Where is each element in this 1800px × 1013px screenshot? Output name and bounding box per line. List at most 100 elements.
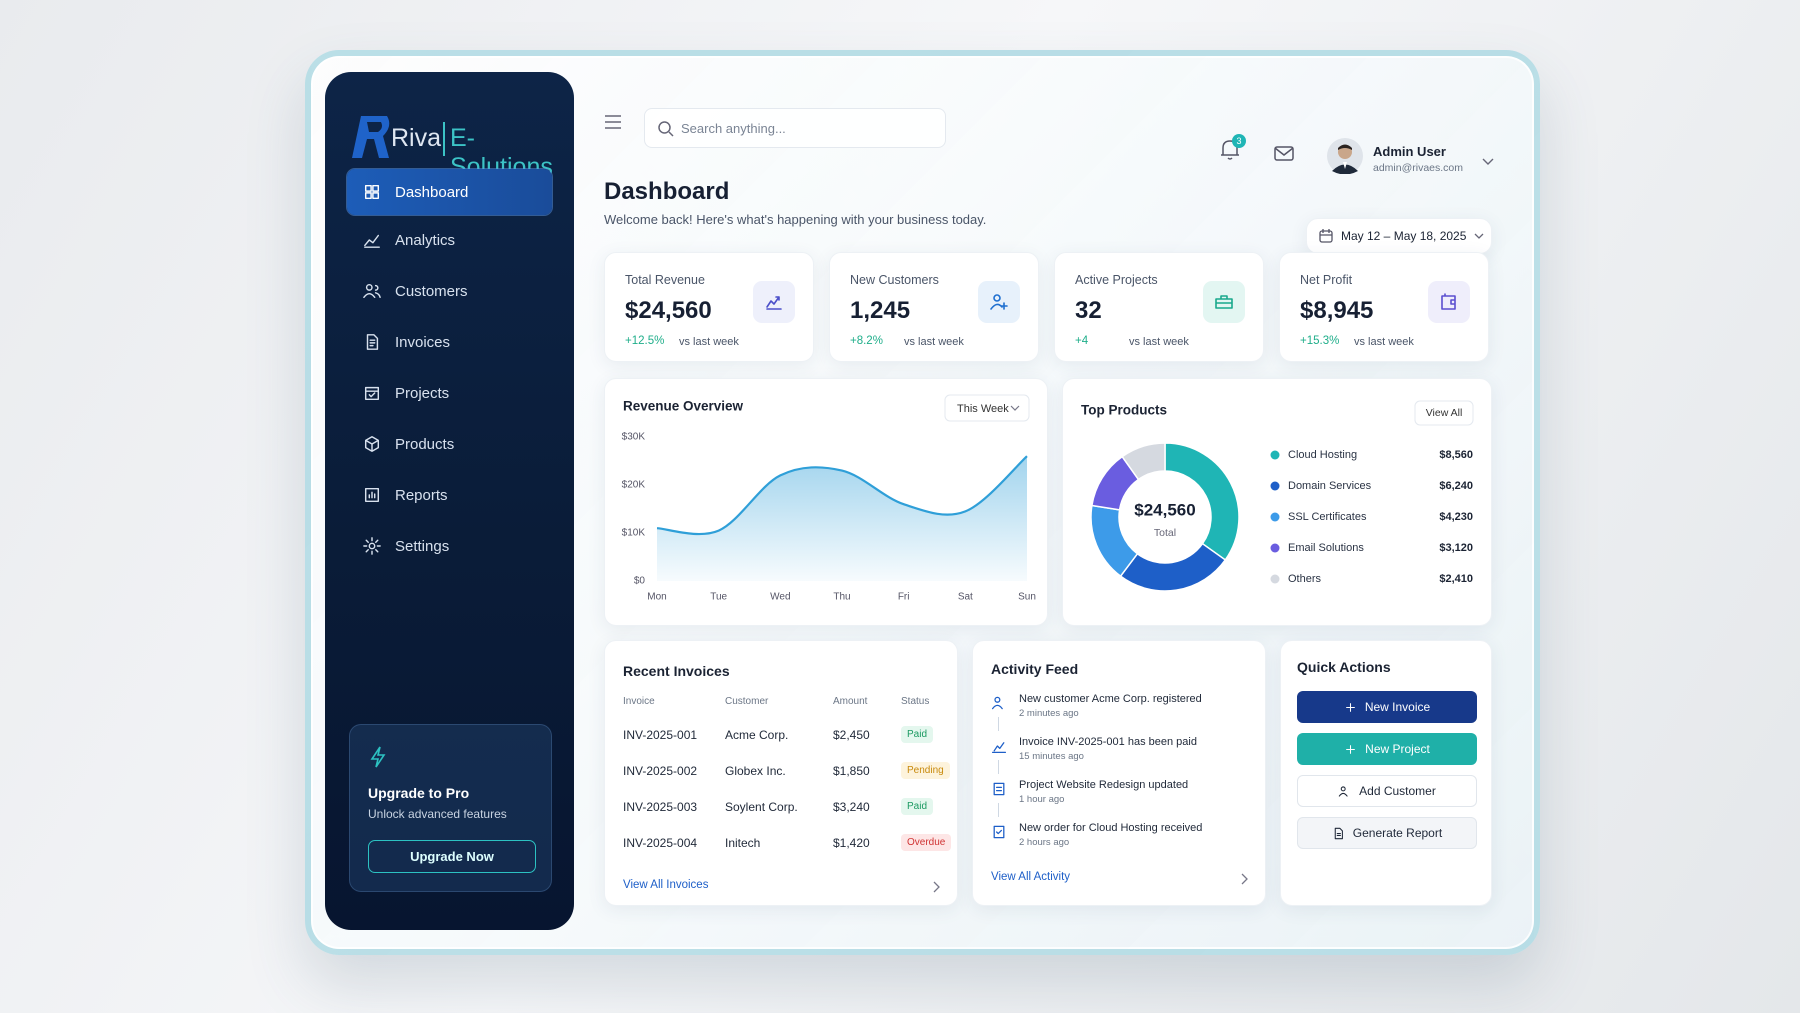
user-chevron[interactable] <box>1482 158 1494 166</box>
timeline-line <box>998 803 999 817</box>
activity-icon <box>991 742 1007 754</box>
nav-label: Customers <box>395 282 468 300</box>
nav-item[interactable]: Analytics <box>347 217 552 263</box>
user-email: admin@rivaes.com <box>1373 162 1464 174</box>
x-tick-label: Mon <box>647 592 666 603</box>
timeline-line <box>998 760 999 774</box>
nav-item[interactable]: Customers <box>347 268 552 314</box>
table-cell: INV-2025-002 <box>623 764 698 778</box>
nav-label: Reports <box>395 486 448 504</box>
stat-change: +15.3% <box>1300 335 1340 347</box>
button-icon <box>1334 827 1343 839</box>
activity-text: Project Website Redesign updated <box>1019 779 1189 791</box>
nav-item[interactable]: Projects <box>347 370 552 416</box>
stat-value: 32 <box>1075 297 1102 324</box>
stat-icon <box>978 281 1020 323</box>
view-all-label: View All <box>1426 407 1463 419</box>
table-cell: INV-2025-004 <box>623 836 698 850</box>
nav-icon-shape <box>364 487 380 503</box>
logo-mark <box>352 116 390 158</box>
menu-icon[interactable] <box>604 114 622 130</box>
revenue-card: Revenue Overview This Week $0 $10K $20K $30K M… <box>604 378 1048 626</box>
legend-label: Cloud Hosting <box>1288 449 1357 461</box>
donut-slice <box>1119 542 1227 592</box>
x-tick-label: Wed <box>770 592 790 603</box>
revenue-chart: Revenue Overview This Week $0 $10K $20K $30K M… <box>622 394 1036 603</box>
nav-icon-shape <box>364 386 380 401</box>
quick-action-button[interactable]: Add Customer <box>1297 775 1477 807</box>
stat-value: 1,245 <box>850 297 911 324</box>
stat-compare: vs last week <box>1354 336 1414 348</box>
button-icon-shape <box>1334 827 1343 839</box>
activity-time: 2 hours ago <box>1019 837 1070 848</box>
user-name: Admin User <box>1373 144 1446 159</box>
nav-label: Invoices <box>395 333 451 351</box>
user-avatar[interactable] <box>1327 138 1363 174</box>
table-cell: Acme Corp. <box>725 728 789 742</box>
nav-item[interactable]: Products <box>347 421 552 467</box>
nav-icon <box>364 386 380 401</box>
nav-label: Products <box>395 435 455 453</box>
nav-item[interactable]: Invoices <box>347 319 552 365</box>
quick-action-button[interactable]: New Invoice <box>1297 691 1477 723</box>
search-placeholder: Search anything... <box>681 121 786 136</box>
nav-icon <box>364 436 380 452</box>
status-badge: Paid <box>901 798 934 815</box>
stat-icon <box>753 281 795 323</box>
upgrade-button[interactable]: Upgrade Now <box>368 840 536 873</box>
nav-icon <box>364 487 380 503</box>
activity-icon-shape <box>993 782 1005 796</box>
table-cell: $1,420 <box>833 836 870 850</box>
table-cell: Globex Inc. <box>725 764 786 778</box>
legend-dot <box>1270 481 1280 491</box>
stat-compare: vs last week <box>1129 336 1189 348</box>
legend-dot <box>1270 512 1280 522</box>
stat-icon-glyph <box>990 294 1008 310</box>
products-chart: Top Products View All Cloud Hosting $8,560 D… <box>1081 400 1474 592</box>
stat-icon-glyph-shape <box>766 296 782 310</box>
date-range: May 12 – May 18, 2025 <box>1341 229 1467 243</box>
sidebar: Riva E-Solutions Dashboard Analytics Custo… <box>325 72 574 930</box>
view-all-button[interactable] <box>1414 400 1474 426</box>
nav-icon <box>364 184 380 200</box>
nav-icon <box>364 234 380 248</box>
donut-center-label: Total <box>1154 527 1176 539</box>
mail-icon[interactable] <box>1274 146 1294 162</box>
nav-item[interactable]: Settings <box>347 523 552 569</box>
nav-item[interactable]: Reports <box>347 472 552 518</box>
quick-action-button[interactable]: New Project <box>1297 733 1477 765</box>
value-label: $8,560 <box>1439 449 1473 461</box>
dropdown-chevron <box>1010 405 1020 411</box>
stat-value: $24,560 <box>625 297 712 324</box>
stat-card: Total Revenue $24,560 +12.5% vs last week <box>604 252 814 362</box>
chart-title: Top Products <box>1081 403 1167 418</box>
stat-label: Total Revenue <box>625 273 705 287</box>
activity-text: New order for Cloud Hosting received <box>1019 822 1203 834</box>
activity-chevron[interactable] <box>1241 873 1249 885</box>
search-box[interactable]: Search anything... <box>644 108 946 148</box>
donut-slice <box>1164 442 1240 561</box>
button-icon <box>1345 702 1355 712</box>
line <box>656 455 1028 536</box>
button-label: Generate Report <box>1352 826 1443 840</box>
page-title: Dashboard <box>604 178 730 205</box>
button-icon-shape <box>1338 785 1348 797</box>
promo-subtitle: Unlock advanced features <box>368 807 507 821</box>
dropdown-label: This Week <box>957 403 1009 415</box>
search-icon <box>658 121 674 137</box>
date-range-picker[interactable]: May 12 – May 18, 2025 <box>1306 218 1492 254</box>
table-cell: $2,450 <box>833 728 870 742</box>
x-tick-label: Sat <box>958 592 973 603</box>
activity-text: Invoice INV-2025-001 has been paid <box>1019 736 1197 748</box>
invoices-chevron[interactable] <box>933 881 941 893</box>
legend-dot <box>1270 574 1280 584</box>
column-header: Amount <box>833 696 868 707</box>
stat-compare: vs last week <box>679 336 739 348</box>
stat-change: +12.5% <box>625 335 665 347</box>
invoices-link[interactable]: View All Invoices <box>623 879 709 891</box>
button-label: New Project <box>1365 742 1430 756</box>
activity-link[interactable]: View All Activity <box>991 871 1071 883</box>
quick-action-button[interactable]: Generate Report <box>1297 817 1477 849</box>
nav-item[interactable]: Dashboard <box>347 169 552 215</box>
dropdown[interactable] <box>944 394 1030 422</box>
